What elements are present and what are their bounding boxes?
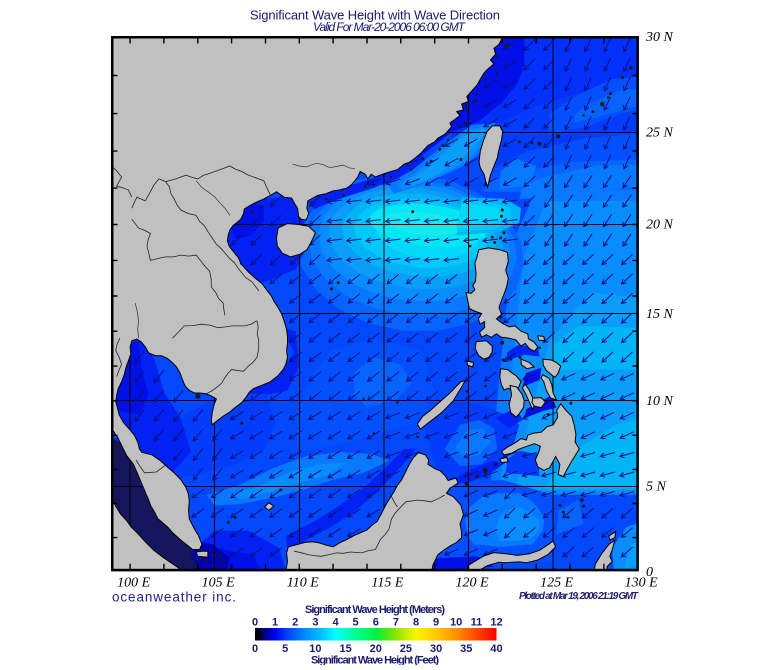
- svg-text:2: 2: [292, 617, 298, 629]
- svg-text:7: 7: [393, 617, 399, 629]
- svg-text:0: 0: [252, 643, 258, 655]
- svg-text:8: 8: [413, 617, 419, 629]
- svg-text:5 N: 5 N: [646, 480, 667, 495]
- svg-text:105 E: 105 E: [202, 576, 236, 591]
- svg-text:5: 5: [282, 643, 288, 655]
- svg-text:15: 15: [339, 643, 351, 655]
- svg-text:10: 10: [450, 617, 462, 629]
- svg-text:Significant Wave Height with W: Significant Wave Height with Wave Direct…: [250, 8, 500, 23]
- svg-text:110 E: 110 E: [287, 576, 319, 591]
- svg-text:Valid For Mar-20-2006 06:00 GM: Valid For Mar-20-2006 06:00 GMT: [313, 20, 467, 34]
- svg-text:115 E: 115 E: [371, 576, 403, 591]
- svg-text:5: 5: [353, 617, 359, 629]
- svg-text:11: 11: [471, 617, 483, 629]
- svg-text:130 E: 130 E: [625, 576, 659, 591]
- svg-text:Significant Wave Height (Meter: Significant Wave Height (Meters): [305, 604, 445, 616]
- svg-text:oceanweather inc.: oceanweather inc.: [112, 590, 237, 605]
- svg-text:9: 9: [433, 617, 439, 629]
- svg-text:12: 12: [490, 617, 502, 629]
- svg-text:10: 10: [309, 643, 321, 655]
- svg-text:6: 6: [373, 617, 379, 629]
- svg-text:20 N: 20 N: [646, 218, 674, 233]
- svg-text:10 N: 10 N: [646, 394, 674, 409]
- svg-text:125 E: 125 E: [540, 576, 574, 591]
- svg-text:Significant Wave Height (Feet): Significant Wave Height (Feet): [311, 655, 439, 666]
- svg-text:120 E: 120 E: [455, 576, 489, 591]
- svg-text:35: 35: [460, 643, 472, 655]
- svg-text:0: 0: [646, 565, 653, 580]
- svg-text:Plotted at Mar 19, 2006 21:19: Plotted at Mar 19, 2006 21:19 GMT: [519, 591, 639, 602]
- svg-text:30 N: 30 N: [645, 30, 674, 45]
- svg-text:20: 20: [370, 643, 382, 655]
- svg-text:25: 25: [400, 643, 412, 655]
- svg-text:40: 40: [490, 643, 502, 655]
- svg-text:0: 0: [252, 617, 258, 629]
- svg-text:100 E: 100 E: [117, 576, 151, 591]
- svg-text:4: 4: [332, 617, 339, 629]
- svg-text:25 N: 25 N: [646, 126, 674, 141]
- svg-text:1: 1: [272, 617, 278, 629]
- svg-text:15 N: 15 N: [646, 307, 674, 322]
- svg-text:30: 30: [430, 643, 442, 655]
- svg-text:3: 3: [312, 617, 318, 629]
